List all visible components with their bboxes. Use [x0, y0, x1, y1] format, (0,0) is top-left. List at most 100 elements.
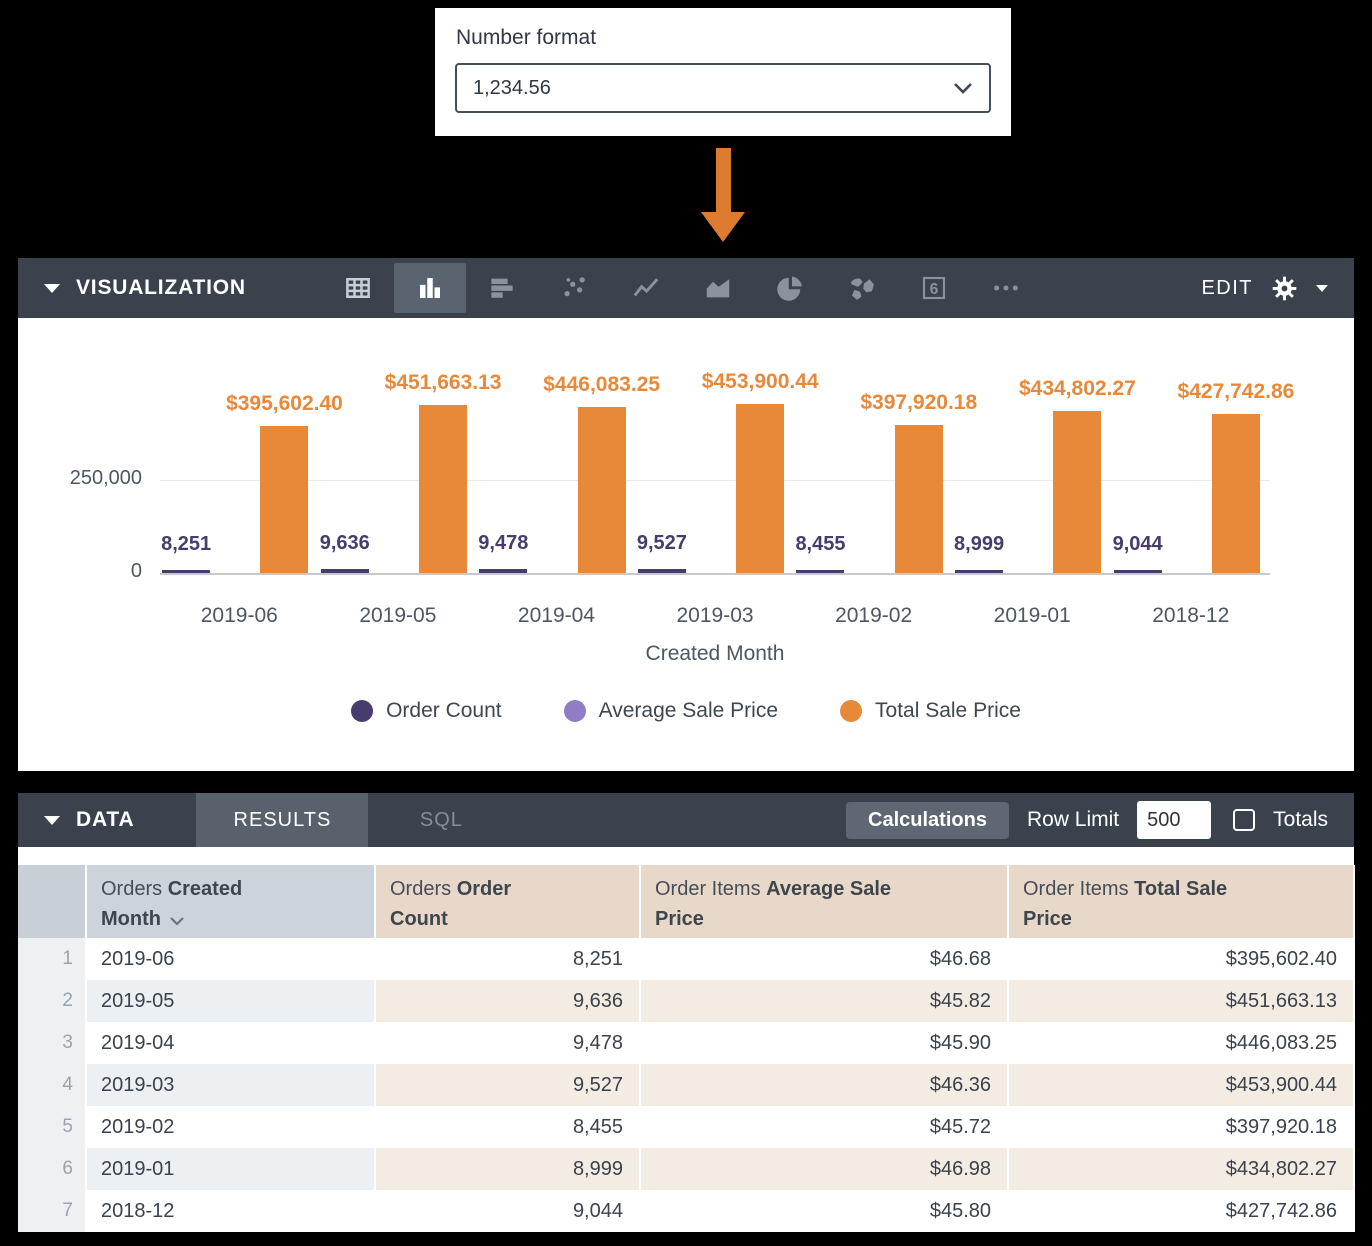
tab-results[interactable]: RESULTS	[196, 793, 369, 847]
calculations-button[interactable]: Calculations	[846, 801, 1009, 839]
cell-created-month[interactable]: 2019-05	[86, 980, 376, 1022]
gear-icon[interactable]	[1271, 275, 1298, 302]
bar-total-sale-price[interactable]	[1211, 413, 1260, 573]
cell-created-month[interactable]: 2019-03	[86, 1064, 376, 1106]
sort-desc-icon[interactable]	[169, 916, 185, 926]
chart-group-2019-01: 8,999 $434,802.27	[953, 338, 1136, 573]
cell-average-sale-price[interactable]: $45.90	[640, 1022, 1009, 1064]
x-axis-tick-label: 2019-01	[993, 604, 1071, 627]
edit-button[interactable]: EDIT	[1201, 276, 1253, 299]
more-icon[interactable]	[970, 263, 1042, 313]
column-chart-icon[interactable]	[393, 263, 466, 313]
bar-total-sale-price[interactable]	[894, 424, 943, 573]
table-row[interactable]: 1 2019-06 8,251 $46.68 $395,602.40	[18, 938, 1355, 980]
cell-average-sale-price[interactable]: $46.36	[640, 1064, 1009, 1106]
bar-total-sale-price[interactable]	[419, 404, 468, 573]
cell-created-month[interactable]: 2019-06	[86, 938, 376, 980]
cell-order-count[interactable]: 9,478	[375, 1022, 641, 1064]
x-axis-tick-label: 2019-03	[676, 604, 754, 627]
bar-order-count[interactable]	[320, 569, 369, 573]
cell-total-sale-price[interactable]: $397,920.18	[1008, 1106, 1355, 1148]
bar-total-sale-price[interactable]	[736, 404, 785, 573]
column-header-created-month[interactable]: Orders Created Month	[86, 865, 376, 938]
cell-average-sale-price[interactable]: $46.98	[640, 1148, 1009, 1190]
y-axis-tick-250000: 250,000	[69, 467, 142, 489]
table-row[interactable]: 7 2018-12 9,044 $45.80 $427,742.86	[18, 1190, 1355, 1232]
number-format-select[interactable]: 1,234.56	[455, 63, 991, 113]
cell-total-sale-price[interactable]: $453,900.44	[1008, 1064, 1355, 1106]
number-format-popup: Number format 1,234.56	[435, 8, 1011, 136]
bar-order-count[interactable]	[162, 569, 211, 573]
cell-created-month[interactable]: 2019-01	[86, 1148, 376, 1190]
bar-total-sale-price[interactable]	[260, 425, 309, 573]
totals-checkbox[interactable]	[1233, 809, 1256, 831]
bar-chart-icon[interactable]	[466, 263, 538, 313]
cell-order-count[interactable]: 9,636	[375, 980, 641, 1022]
cell-order-count[interactable]: 9,044	[375, 1190, 641, 1232]
collapse-caret-icon[interactable]	[44, 815, 60, 825]
bar-total-sale-price[interactable]	[1053, 411, 1102, 573]
line-chart-icon[interactable]	[610, 263, 682, 313]
legend-item-total-sale-price[interactable]: Total Sale Price	[840, 699, 1021, 723]
chart-group-2019-06: 8,251 $395,602.40	[160, 338, 343, 573]
cell-created-month[interactable]: 2018-12	[86, 1190, 376, 1232]
cell-created-month[interactable]: 2019-04	[86, 1022, 376, 1064]
x-axis-tick-label: 2019-06	[200, 604, 278, 627]
cell-average-sale-price[interactable]: $45.82	[640, 980, 1009, 1022]
legend-label: Order Count	[386, 699, 502, 722]
data-title: DATA	[76, 808, 135, 831]
column-header-order-count[interactable]: Orders Order Count	[375, 865, 641, 938]
row-limit-input[interactable]	[1137, 801, 1212, 839]
bar-order-count[interactable]	[1113, 569, 1162, 573]
column-header-total-sale-price[interactable]: Order Items Total Sale Price	[1008, 865, 1355, 938]
pie-chart-icon[interactable]	[754, 263, 826, 313]
bar-total-sale-price[interactable]	[577, 407, 626, 573]
legend-item-average-sale-price[interactable]: Average Sale Price	[563, 699, 778, 723]
map-chart-icon[interactable]	[826, 263, 898, 313]
chart-plot: 8,251 $395,602.40 9,636 $451,663.13 9,478 $44…	[160, 338, 1294, 573]
cell-order-count[interactable]: 8,251	[375, 938, 641, 980]
bar-order-count[interactable]	[479, 569, 528, 573]
bar-order-count[interactable]	[637, 569, 686, 573]
cell-created-month[interactable]: 2019-02	[86, 1106, 376, 1148]
cell-average-sale-price[interactable]: $46.68	[640, 938, 1009, 980]
cell-total-sale-price[interactable]: $427,742.86	[1008, 1190, 1355, 1232]
cell-total-sale-price[interactable]: $446,083.25	[1008, 1022, 1355, 1064]
collapse-caret-icon[interactable]	[44, 283, 60, 293]
row-limit-label: Row Limit	[1026, 808, 1120, 831]
table-row[interactable]: 4 2019-03 9,527 $46.36 $453,900.44	[18, 1064, 1355, 1106]
cell-average-sale-price[interactable]: $45.72	[640, 1106, 1009, 1148]
column-header-average-sale-price[interactable]: Order Items Average Sale Price	[640, 865, 1009, 938]
visualization-header: VISUALIZATION 6 EDIT	[18, 258, 1354, 318]
gear-caret-icon[interactable]	[1316, 284, 1328, 292]
table-row[interactable]: 3 2019-04 9,478 $45.90 $446,083.25	[18, 1022, 1355, 1064]
table-row[interactable]: 6 2019-01 8,999 $46.98 $434,802.27	[18, 1148, 1355, 1190]
table-row[interactable]: 2 2019-05 9,636 $45.82 $451,663.13	[18, 980, 1355, 1022]
table-icon[interactable]	[322, 263, 394, 313]
scatter-chart-icon[interactable]	[538, 263, 610, 313]
table-row[interactable]: 5 2019-02 8,455 $45.72 $397,920.18	[18, 1106, 1355, 1148]
bar-order-count[interactable]	[796, 569, 845, 573]
cell-total-sale-price[interactable]: $395,602.40	[1008, 938, 1355, 980]
row-number: 2	[18, 980, 87, 1022]
bar-value-label: 9,636	[319, 532, 370, 555]
row-number: 3	[18, 1022, 87, 1064]
cell-average-sale-price[interactable]: $45.80	[640, 1190, 1009, 1232]
down-arrow-head	[701, 212, 745, 242]
cell-total-sale-price[interactable]: $451,663.13	[1008, 980, 1355, 1022]
area-chart-icon[interactable]	[682, 263, 754, 313]
cell-order-count[interactable]: 8,999	[375, 1148, 641, 1190]
single-value-icon[interactable]: 6	[898, 263, 970, 313]
x-axis-tick-label: 2018-12	[1152, 604, 1230, 627]
row-number-header	[18, 865, 87, 938]
legend-item-order-count[interactable]: Order Count	[351, 699, 502, 723]
cell-order-count[interactable]: 8,455	[375, 1106, 641, 1148]
cell-total-sale-price[interactable]: $434,802.27	[1008, 1148, 1355, 1190]
data-panel: DATA RESULTS SQL Calculations Row Limit …	[18, 793, 1355, 1232]
tab-sql[interactable]: SQL	[419, 808, 463, 831]
visualization-panel: VISUALIZATION 6 EDIT	[18, 258, 1354, 771]
bar-value-label: $451,663.13	[384, 370, 502, 394]
bar-order-count[interactable]	[955, 569, 1004, 573]
x-axis-line	[160, 573, 1270, 575]
cell-order-count[interactable]: 9,527	[375, 1064, 641, 1106]
